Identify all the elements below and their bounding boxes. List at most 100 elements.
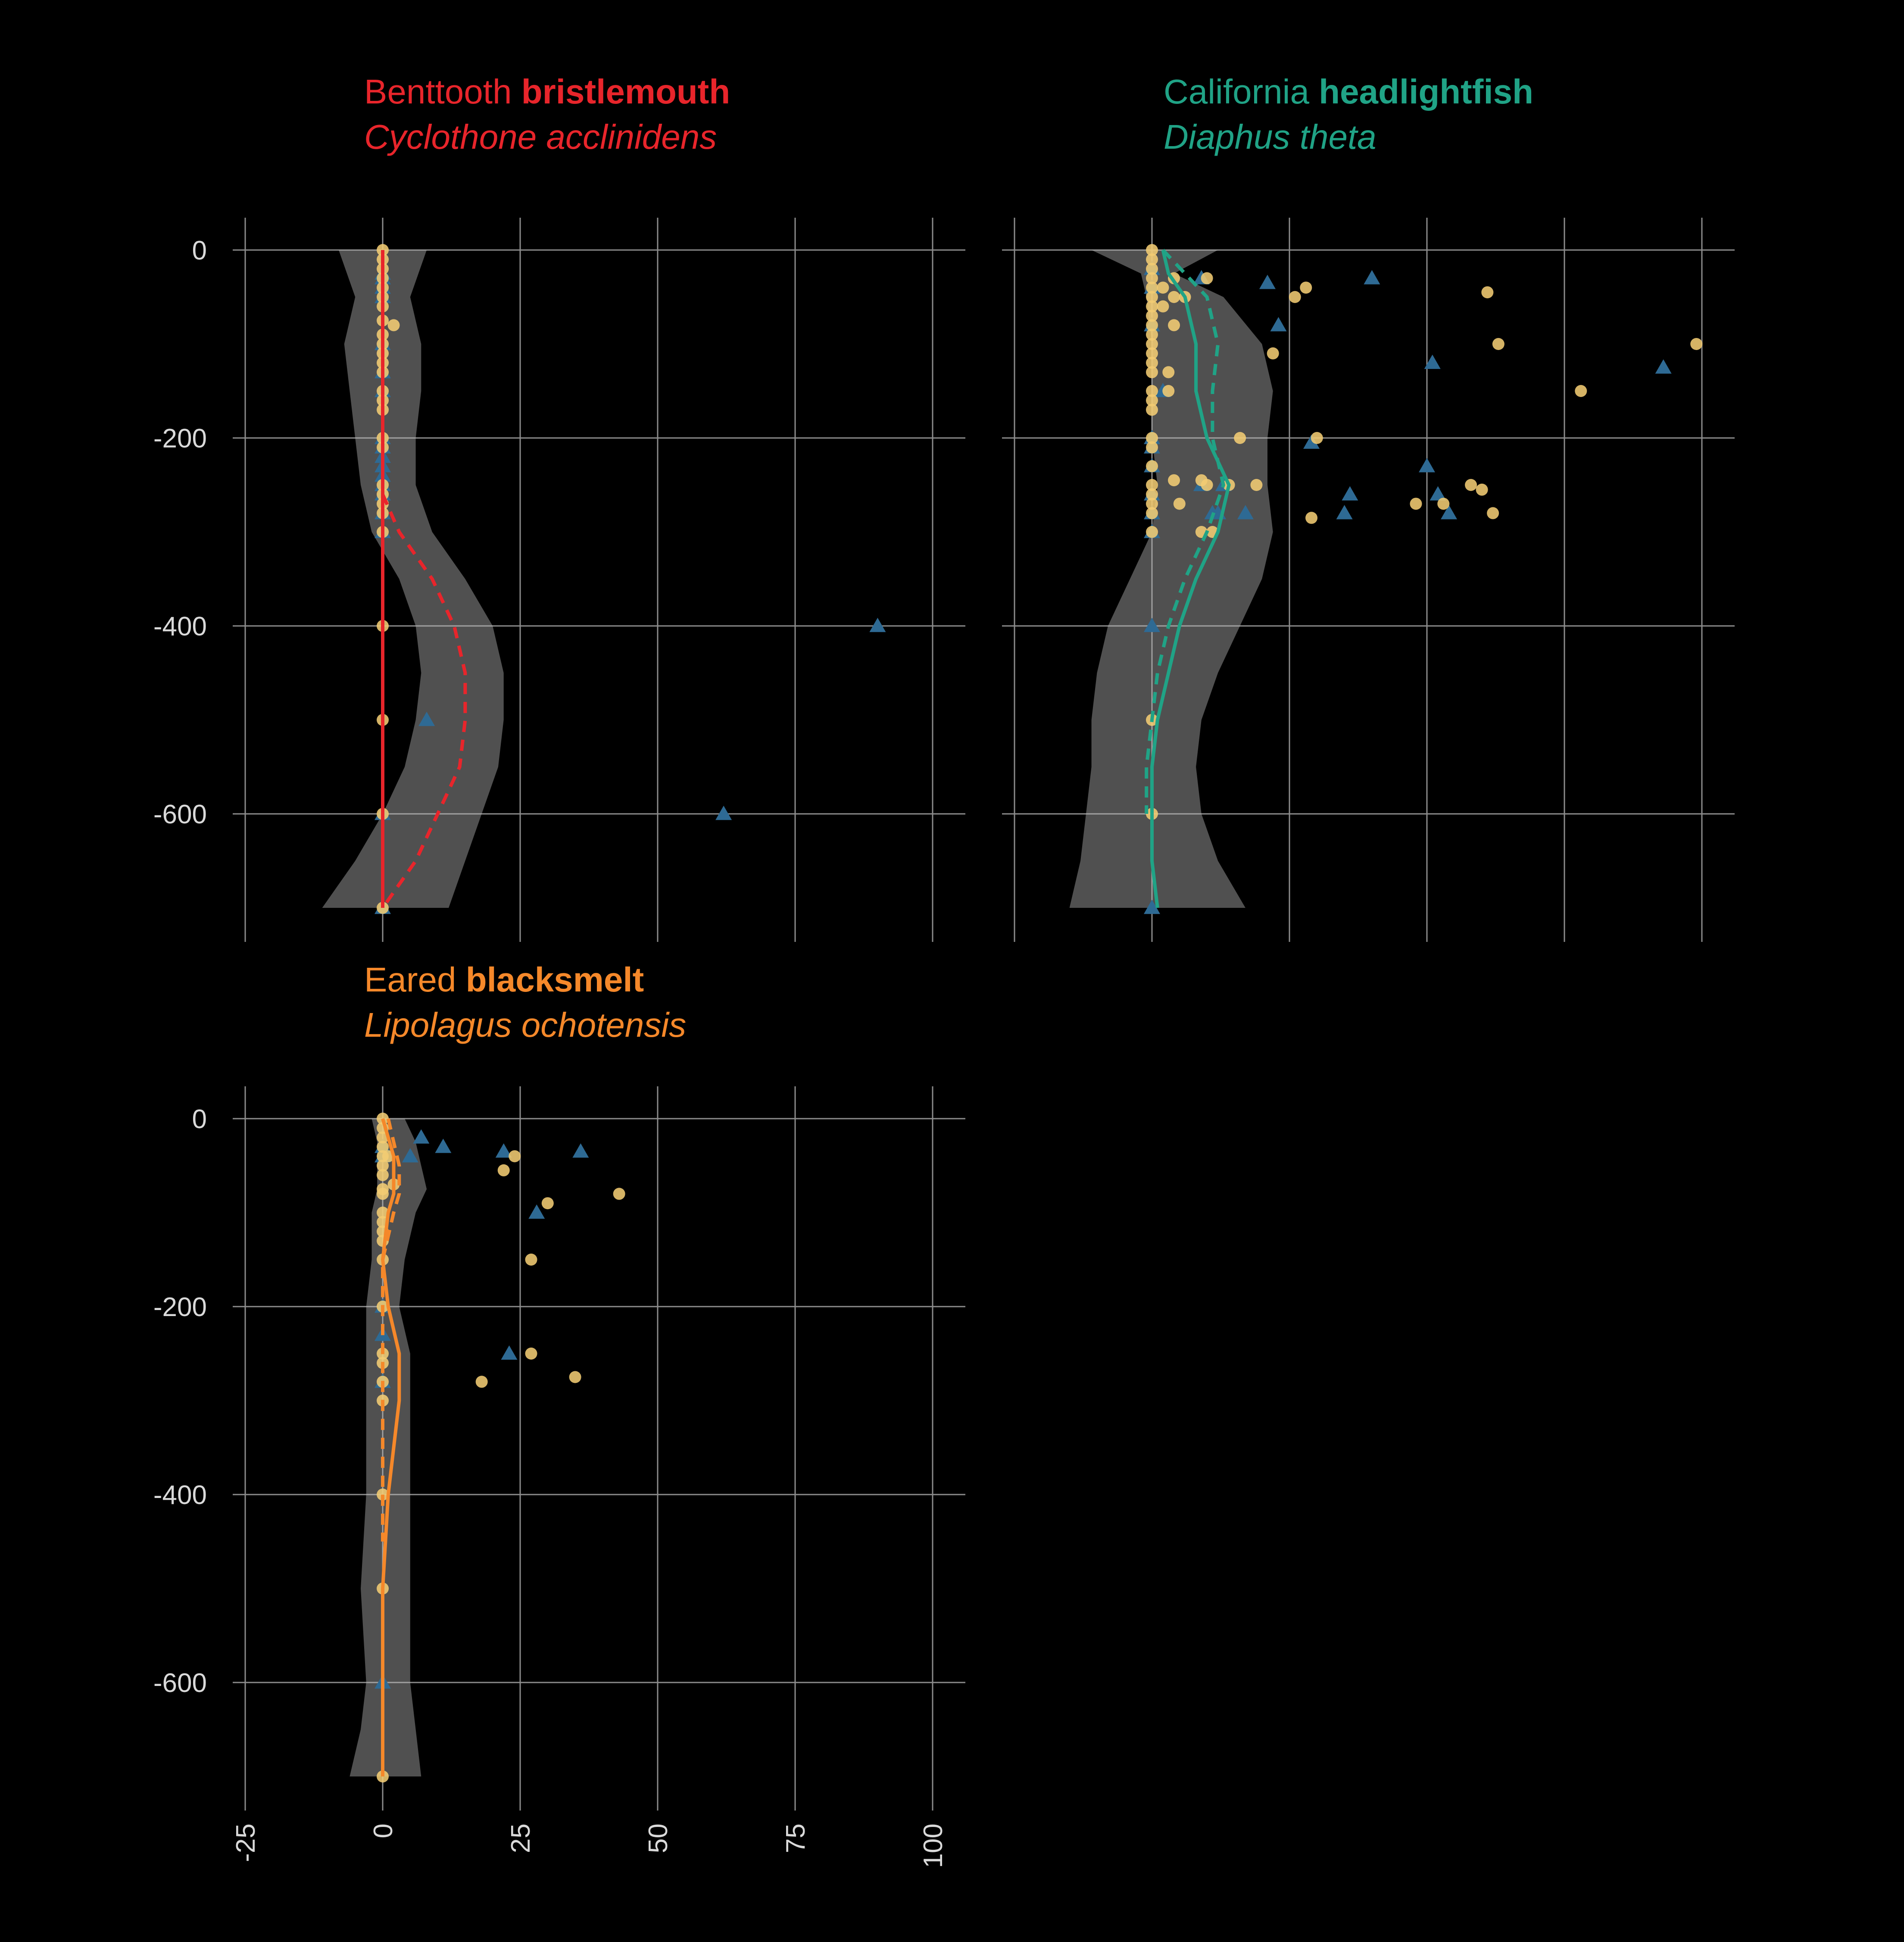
panel-subtitle: Lipolagus ochotensis (364, 1006, 686, 1044)
day-trend-line (1150, 250, 1231, 908)
day-point (1146, 403, 1158, 416)
night-point (1430, 486, 1446, 501)
night-point (572, 1143, 589, 1158)
night-point (1342, 486, 1358, 501)
day-point (1146, 394, 1158, 407)
night-point (1144, 900, 1160, 914)
panel-subtitle: Cyclothone acclinidens (364, 118, 717, 156)
day-point (1146, 328, 1158, 341)
x-tick-label: -25 (231, 1823, 261, 1862)
y-tick-label: -200 (153, 424, 207, 453)
day-point (1168, 319, 1180, 331)
night-trend-line (381, 1118, 401, 1542)
gridlines (233, 218, 965, 942)
night-point (413, 1129, 430, 1144)
night-point (869, 618, 886, 632)
day-point (1289, 291, 1301, 303)
y-tick-label: 0 (192, 236, 207, 266)
day-point (1146, 526, 1158, 538)
day-point (1305, 512, 1318, 524)
day-point (1201, 272, 1213, 285)
day-point (1146, 338, 1158, 350)
day-point (1487, 507, 1499, 519)
day-point (387, 319, 400, 331)
night-point (495, 1143, 512, 1158)
day-point (1146, 310, 1158, 322)
day-point (1146, 497, 1158, 510)
night-point (1424, 354, 1441, 369)
y-tick-label: -600 (153, 800, 207, 829)
day-point (1492, 338, 1504, 350)
day-point (1162, 366, 1175, 378)
day-point (377, 1169, 389, 1181)
y-tick-label: 0 (192, 1104, 207, 1134)
day-point (1146, 441, 1158, 453)
day-point (1267, 347, 1279, 360)
day-point (1146, 507, 1158, 519)
day-point (509, 1150, 521, 1163)
day-point (377, 1160, 389, 1172)
day-point (525, 1254, 537, 1266)
day-point (1250, 479, 1263, 491)
day-point (1146, 300, 1158, 313)
night-point (402, 1148, 418, 1163)
day-point (525, 1348, 537, 1360)
day-point (1168, 291, 1180, 303)
day-point (1146, 432, 1158, 444)
day-point (1410, 497, 1422, 510)
day-point (1465, 479, 1477, 491)
y-tick-label: -600 (153, 1668, 207, 1698)
day-point (1146, 272, 1158, 285)
panel-title: California headlightfish (1164, 72, 1533, 111)
night-point (1441, 505, 1458, 519)
night-point (1144, 618, 1160, 632)
day-point (1146, 253, 1158, 266)
night-point (1364, 270, 1380, 285)
day-point (1300, 281, 1312, 294)
night-point (435, 1138, 452, 1153)
night-point (1259, 275, 1276, 289)
day-point (1146, 281, 1158, 294)
day-point (1476, 483, 1488, 496)
night-point (1270, 317, 1287, 331)
day-point (1146, 291, 1158, 303)
night-point (1419, 458, 1435, 472)
day-point (1173, 497, 1186, 510)
confidence-ribbon (1069, 250, 1273, 908)
day-point (1481, 286, 1494, 299)
day-point (1157, 300, 1169, 313)
day-point (1146, 385, 1158, 397)
night-trend-line (1145, 249, 1226, 814)
x-tick-label: 75 (781, 1823, 811, 1853)
x-tick-label: 25 (506, 1823, 536, 1853)
day-point (1146, 460, 1158, 472)
day-point (1201, 479, 1213, 491)
day-point (1146, 244, 1158, 256)
day-point (1575, 385, 1587, 397)
day-point (541, 1197, 554, 1210)
day-point (1146, 479, 1158, 491)
day-trend-line (381, 1118, 401, 1776)
panel-title-bold: bristlemouth (521, 72, 730, 111)
day-point (1146, 357, 1158, 369)
day-point (1146, 263, 1158, 275)
day-point (1311, 432, 1323, 444)
day-point (497, 1164, 510, 1176)
night-point (1237, 505, 1254, 519)
night-point (1655, 359, 1672, 374)
day-point (569, 1371, 581, 1383)
day-point (1162, 385, 1175, 397)
night-point (528, 1204, 545, 1219)
gridlines (1002, 218, 1735, 942)
day-point (377, 1141, 389, 1153)
day-point (1690, 338, 1703, 350)
panel-title-common: Benttooth (364, 72, 521, 111)
day-point (1437, 497, 1450, 510)
x-tick-label: 50 (643, 1823, 673, 1853)
night-point (1336, 505, 1353, 519)
day-point (475, 1376, 488, 1388)
y-tick-label: -400 (153, 1480, 207, 1510)
panel-title: Benttooth bristlemouth (364, 72, 730, 111)
